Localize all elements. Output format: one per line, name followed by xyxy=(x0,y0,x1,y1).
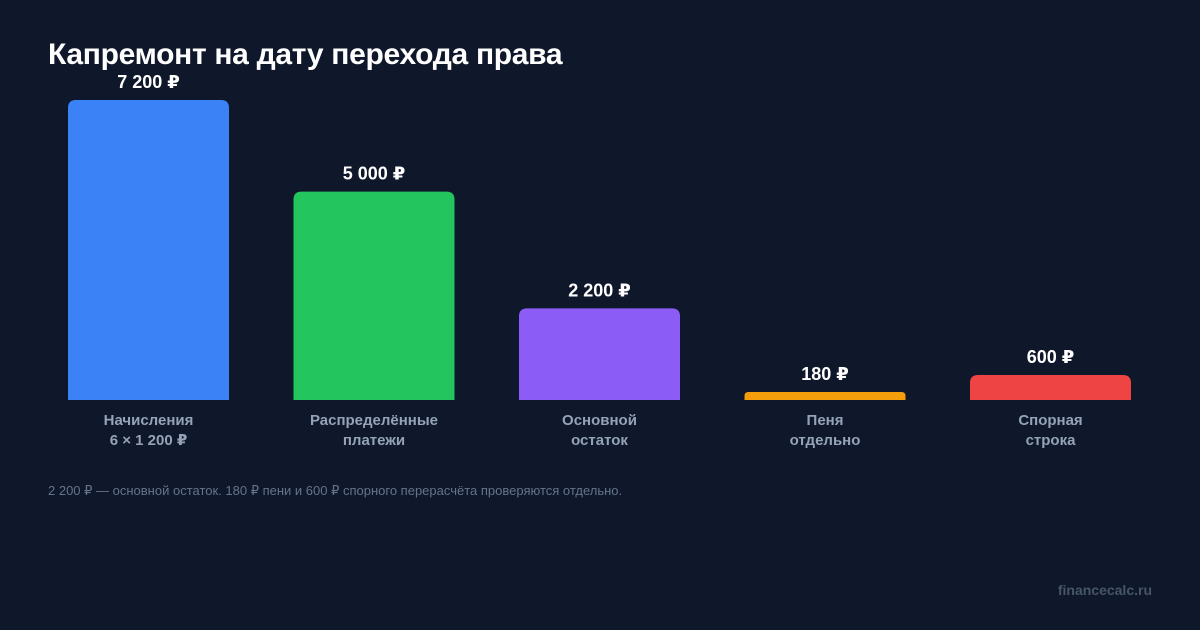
bar-1 xyxy=(293,191,455,400)
site-watermark: financecalc.ru xyxy=(1057,582,1152,598)
bar-2 xyxy=(519,308,680,400)
bar-value-label-3: 180 ₽ xyxy=(801,364,849,384)
category-label-3-line-1: отдельно xyxy=(790,432,861,449)
category-label-0-line-0: Начисления xyxy=(104,412,194,429)
bar-value-label-2: 2 200 ₽ xyxy=(568,280,631,300)
bar-0 xyxy=(68,100,229,400)
category-label-4-line-1: строка xyxy=(1026,432,1077,449)
bar-value-label-0: 7 200 ₽ xyxy=(117,72,180,92)
footnote: 2 200 ₽ — основной остаток. 180 ₽ пени и… xyxy=(48,483,623,498)
chart-title: Капремонт на дату перехода права xyxy=(48,38,563,71)
category-label-4-line-0: Спорная xyxy=(1018,412,1082,429)
bar-value-label-1: 5 000 ₽ xyxy=(343,164,406,184)
category-label-0-line-1: 6 × 1 200 ₽ xyxy=(110,432,188,449)
category-label-3-line-0: Пеня xyxy=(807,412,844,429)
category-label-2-line-1: остаток xyxy=(571,432,628,449)
bar-value-label-4: 600 ₽ xyxy=(1027,347,1075,367)
category-label-1-line-0: Распределённые xyxy=(310,412,438,429)
bar-3 xyxy=(744,392,906,400)
category-label-2-line-0: Основной xyxy=(562,412,637,429)
category-label-1-line-1: платежи xyxy=(343,432,405,449)
bar-4 xyxy=(970,375,1131,400)
